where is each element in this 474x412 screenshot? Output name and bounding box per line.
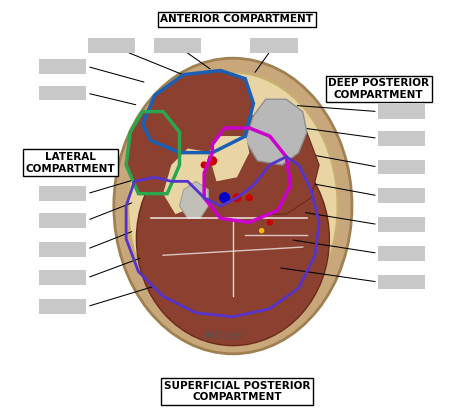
Polygon shape	[212, 136, 249, 177]
Polygon shape	[233, 116, 319, 214]
Circle shape	[246, 195, 252, 201]
FancyBboxPatch shape	[378, 246, 425, 261]
Circle shape	[267, 220, 272, 225]
FancyBboxPatch shape	[378, 188, 425, 203]
Ellipse shape	[114, 58, 352, 354]
FancyBboxPatch shape	[39, 299, 86, 314]
Circle shape	[233, 194, 241, 201]
FancyBboxPatch shape	[378, 104, 425, 119]
FancyBboxPatch shape	[39, 186, 86, 201]
FancyBboxPatch shape	[250, 38, 298, 53]
Polygon shape	[208, 136, 249, 181]
Circle shape	[208, 157, 217, 165]
Polygon shape	[126, 112, 180, 194]
Polygon shape	[204, 128, 291, 222]
Polygon shape	[180, 181, 208, 218]
FancyBboxPatch shape	[378, 274, 425, 289]
FancyBboxPatch shape	[378, 131, 425, 145]
FancyBboxPatch shape	[378, 159, 425, 174]
Text: JHMuller: JHMuller	[205, 331, 245, 342]
FancyBboxPatch shape	[39, 242, 86, 257]
Polygon shape	[163, 148, 212, 214]
Polygon shape	[143, 70, 254, 152]
Polygon shape	[245, 99, 307, 165]
FancyBboxPatch shape	[39, 86, 86, 101]
Text: ANTERIOR COMPARTMENT: ANTERIOR COMPARTMENT	[161, 14, 313, 24]
Ellipse shape	[137, 132, 329, 346]
FancyBboxPatch shape	[39, 59, 86, 74]
FancyBboxPatch shape	[378, 217, 425, 232]
FancyBboxPatch shape	[39, 213, 86, 228]
Text: LATERAL
COMPARTMENT: LATERAL COMPARTMENT	[26, 152, 116, 174]
Ellipse shape	[128, 73, 337, 339]
FancyBboxPatch shape	[88, 38, 136, 53]
Circle shape	[201, 162, 207, 168]
FancyBboxPatch shape	[154, 38, 201, 53]
Text: SUPERFICIAL POSTERIOR
COMPARTMENT: SUPERFICIAL POSTERIOR COMPARTMENT	[164, 381, 310, 403]
Circle shape	[260, 229, 264, 233]
Text: DEEP POSTERIOR
COMPARTMENT: DEEP POSTERIOR COMPARTMENT	[328, 78, 429, 100]
FancyBboxPatch shape	[39, 270, 86, 285]
Circle shape	[220, 193, 229, 203]
